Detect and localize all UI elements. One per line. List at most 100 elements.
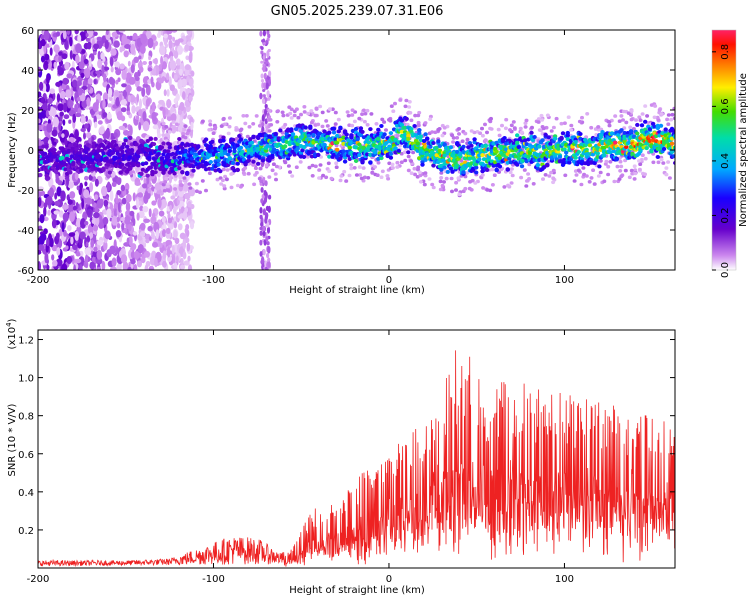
spectrogram-cell: [267, 115, 272, 119]
spectrogram-cell: [519, 164, 525, 169]
spectrogram-cell: [170, 195, 176, 200]
spectrogram-cell: [115, 97, 120, 107]
spectrogram-cell: [158, 120, 162, 129]
spectrogram-cell: [596, 125, 601, 129]
spectrogram-cell: [93, 43, 100, 50]
spectrogram-cell: [126, 110, 131, 116]
spectrogram-cell: [407, 105, 412, 109]
spectrogram-cell: [260, 162, 264, 168]
spectrogram-cell: [158, 30, 162, 36]
spectrogram-cell: [111, 171, 116, 178]
spectrogram-cell: [77, 34, 82, 43]
spectrogram-cell: [380, 117, 385, 122]
spectrogram-cell: [38, 112, 45, 118]
spectrogram-cell: [477, 157, 482, 162]
spectrogram-cell: [169, 60, 177, 71]
spectrogram-cell: [103, 73, 107, 83]
spectrogram-cell: [404, 98, 409, 103]
spectrogram-cell: [65, 245, 69, 250]
spectrogram-cell: [177, 45, 183, 55]
spectrogram-cell: [120, 145, 125, 150]
spectrogram-cell: [67, 225, 72, 232]
spectrogram-cell: [463, 186, 468, 191]
spectrogram-cell: [159, 45, 166, 56]
spectrogram-cell: [331, 126, 337, 131]
spectrogram-cell: [461, 144, 466, 149]
spectrogram-cell: [368, 160, 373, 165]
spectrogram-cell: [113, 132, 118, 138]
spectrogram-cell: [104, 60, 108, 67]
spectrogram-cell: [221, 116, 226, 121]
spectrogram-cell: [68, 99, 74, 107]
spectrogram-cell: [289, 116, 294, 120]
spectrogram-cell: [71, 162, 76, 167]
spectrogram-cell: [324, 119, 329, 123]
spectrogram-cell: [58, 122, 62, 131]
spectrogram-cell: [138, 122, 142, 131]
spectrogram-cell: [51, 254, 55, 261]
spectrogram-cell: [79, 231, 86, 240]
spectrogram-cell: [84, 181, 88, 187]
spectrogram-cell: [55, 176, 60, 184]
spectrogram-cell: [30, 171, 34, 175]
spectrogram-cell: [265, 82, 269, 90]
spectrogram-cell: [42, 151, 48, 156]
spectrogram-cell: [109, 56, 114, 67]
spectrogram-cell: [254, 114, 259, 118]
spectrogram-cell: [94, 206, 99, 214]
spectrogram-cell: [102, 216, 109, 225]
spectrogram-cell: [158, 210, 165, 217]
spectrogram-cell: [472, 137, 477, 142]
spectrogram-cell: [172, 36, 176, 42]
spectrogram-cell: [120, 216, 125, 222]
spectrogram-cell: [607, 120, 612, 124]
spectrogram-cell: [506, 183, 510, 188]
spectrogram-cell: [264, 194, 268, 203]
spectrogram-cell: [188, 78, 194, 87]
spectrogram-cell: [58, 51, 63, 56]
spectrogram-cell: [546, 135, 551, 140]
spectrogram-cell: [93, 246, 98, 253]
spectrogram-cell: [241, 171, 246, 175]
spectrogram-cell: [190, 121, 194, 131]
spectrogram-cell: [188, 95, 193, 102]
spectrogram-cell: [111, 181, 117, 187]
spectrogram-cell: [210, 139, 215, 144]
spectrogram-cell: [117, 202, 121, 213]
spectrogram-cell: [116, 110, 123, 121]
spectrogram-cell: [75, 112, 82, 118]
spectrogram-cell: [188, 186, 193, 190]
spectrogram-cell: [161, 121, 166, 126]
spectrogram-cell: [177, 223, 183, 231]
spectrogram-cell: [365, 108, 370, 113]
spectrogram-cell: [121, 222, 125, 231]
spectrogram-cell: [176, 64, 181, 70]
spectrogram-cell: [399, 160, 404, 164]
spectrogram-cell: [51, 129, 58, 137]
spectrogram-cell: [132, 231, 138, 236]
spectrogram-cell: [563, 173, 568, 178]
spectrogram-cell: [93, 224, 99, 232]
spectrogram-cell: [97, 59, 103, 69]
spectrogram-cell: [327, 107, 332, 111]
spectrogram-cell: [164, 125, 169, 129]
spectrogram-cell: [485, 188, 490, 192]
spectrogram-cell: [124, 44, 131, 49]
spectrogram-cell: [64, 129, 69, 139]
spectrogram-cell: [526, 172, 531, 176]
spectrogram-cell: [585, 112, 590, 116]
spectrogram-cell: [549, 129, 554, 133]
spectrogram-cell: [168, 76, 172, 87]
spectrogram-cell: [165, 72, 170, 81]
spectrogram-cell: [353, 159, 359, 163]
spectrogram-cell: [107, 170, 113, 175]
spectrogram-cell: [375, 173, 380, 177]
spectrogram-cell: [406, 136, 411, 141]
spectrogram-cell: [173, 50, 179, 59]
spectrogram-cell: [154, 57, 158, 65]
spectrogram-cell: [219, 124, 224, 128]
spectrogram-cell: [334, 165, 339, 169]
spectrogram-cell: [577, 119, 582, 124]
figure-title: GN05.2025.239.07.31.E06: [271, 4, 444, 19]
spectrogram-cell: [62, 30, 67, 40]
